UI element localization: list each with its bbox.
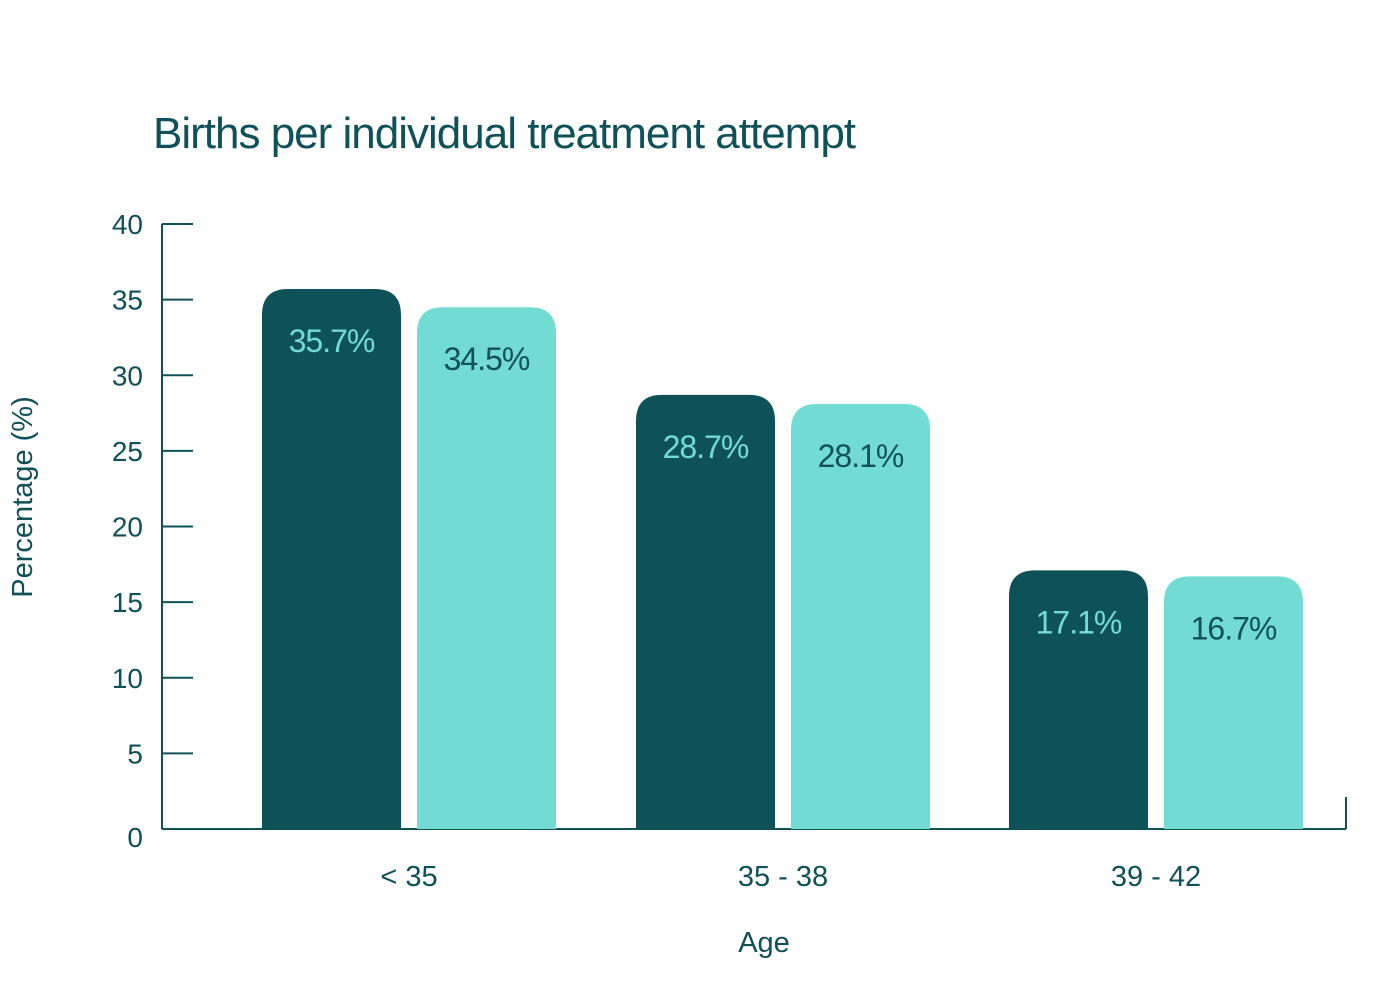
bar: [636, 394, 775, 829]
x-axis-title: Age: [738, 927, 790, 959]
y-axis: 0 5 10 15 20 25 30 35 40: [112, 209, 193, 853]
y-tick-label: 30: [112, 360, 143, 391]
x-category-label: < 35: [380, 861, 437, 893]
x-category-label: 35 - 38: [738, 861, 828, 893]
data-labels: 35.7% 34.5% 28.7% 28.1% 17.1% 16.7%: [289, 323, 1278, 646]
y-tick-label: 25: [112, 436, 143, 467]
bar: [1009, 570, 1148, 829]
chart-title: Births per individual treatment attempt: [153, 109, 856, 158]
y-tick-label: 35: [112, 285, 143, 316]
y-axis-title: Percentage (%): [7, 396, 39, 598]
y-tick-label: 40: [112, 209, 143, 240]
bar-data-label: 28.1%: [818, 438, 904, 474]
bar: [791, 403, 930, 829]
bar-data-label: 17.1%: [1036, 604, 1122, 640]
bar-data-label: 16.7%: [1191, 610, 1277, 646]
bar-data-label: 34.5%: [444, 341, 530, 377]
y-tick-label: 0: [127, 822, 143, 853]
bar-data-label: 35.7%: [289, 323, 375, 359]
bar-data-label: 28.7%: [663, 429, 749, 465]
x-category-label: 39 - 42: [1111, 861, 1201, 893]
y-tick-label: 15: [112, 587, 143, 618]
y-tick-label: 20: [112, 512, 143, 543]
bars: [262, 289, 1303, 830]
y-tick-label: 10: [112, 663, 143, 694]
bar: [1164, 576, 1303, 829]
bar: [262, 289, 401, 830]
x-axis: < 35 35 - 38 39 - 42: [162, 797, 1347, 893]
y-tick-label: 5: [127, 738, 143, 769]
bar: [417, 307, 556, 829]
